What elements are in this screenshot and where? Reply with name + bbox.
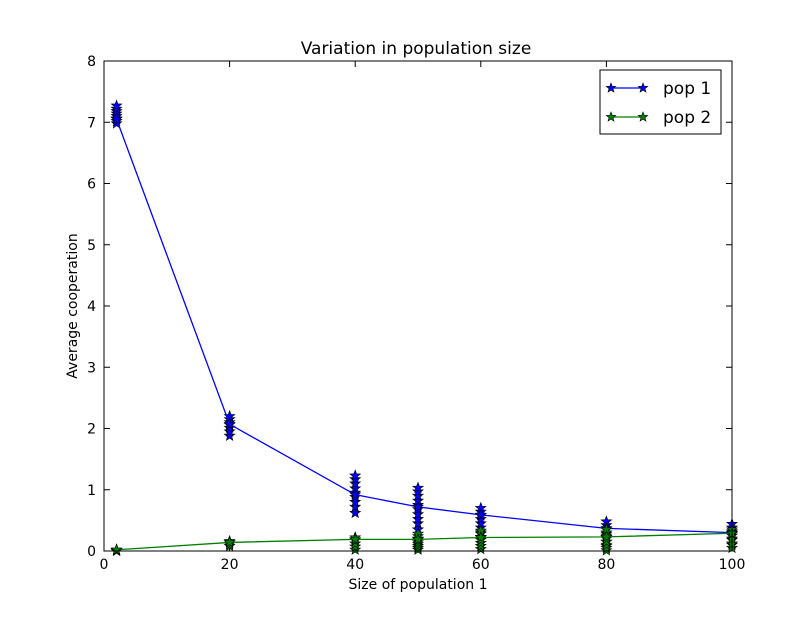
data-point [349,488,362,500]
y-tick-label: 5 [87,238,96,254]
sample-point [223,429,236,441]
legend-marker [605,111,617,122]
sample-point [349,495,362,508]
sample-point [411,481,425,494]
x-tick-label: 60 [472,557,490,573]
data-point [600,530,613,543]
sample-point [223,425,236,437]
y-tick-label: 8 [87,54,96,70]
y-tick-label: 1 [87,483,96,499]
legend-marker [605,82,617,93]
sample-point [474,512,487,525]
x-tick-label: 100 [719,557,746,573]
sample-point [411,517,425,529]
x-tick-label: 0 [100,557,109,573]
sample-point [349,477,362,489]
data-point [110,112,123,125]
y-tick-label: 0 [87,544,96,560]
plot-frame [103,60,733,552]
x-axis-label: Size of population 1 [349,577,488,593]
data-point [110,543,123,555]
sample-point [411,512,425,525]
data-point [411,533,425,545]
y-tick-label: 3 [87,360,96,376]
sample-point [411,507,425,520]
sample-point [349,500,362,513]
y-tick-label: 7 [87,115,96,131]
data-point [474,531,487,543]
data-point [223,417,236,430]
x-tick-label: 40 [346,557,364,573]
data-point [474,508,487,521]
data-point [411,500,425,513]
x-tick-label: 20 [221,557,239,573]
legend: pop 1 pop 2 [599,69,722,135]
legend-marker [637,82,649,93]
chart-title: Variation in population size [301,39,532,59]
data-point [349,533,362,545]
sample-point [349,472,362,485]
y-tick-label: 6 [87,177,96,193]
sample-point [349,506,362,519]
sample-point [349,469,362,481]
series-2 [110,523,739,557]
legend-box [599,69,722,135]
data-point [223,536,236,548]
sample-point [411,489,425,502]
sample-point [411,485,425,497]
legend-label: pop 2 [663,108,711,128]
legend-marker [637,111,649,122]
x-tick-label: 80 [597,557,615,573]
legend-label: pop 1 [663,79,711,99]
y-tick-label: 4 [87,299,96,315]
y-tick-label: 2 [87,422,96,438]
sample-point [110,99,123,111]
y-axis-label: Average cooperation [65,233,81,378]
